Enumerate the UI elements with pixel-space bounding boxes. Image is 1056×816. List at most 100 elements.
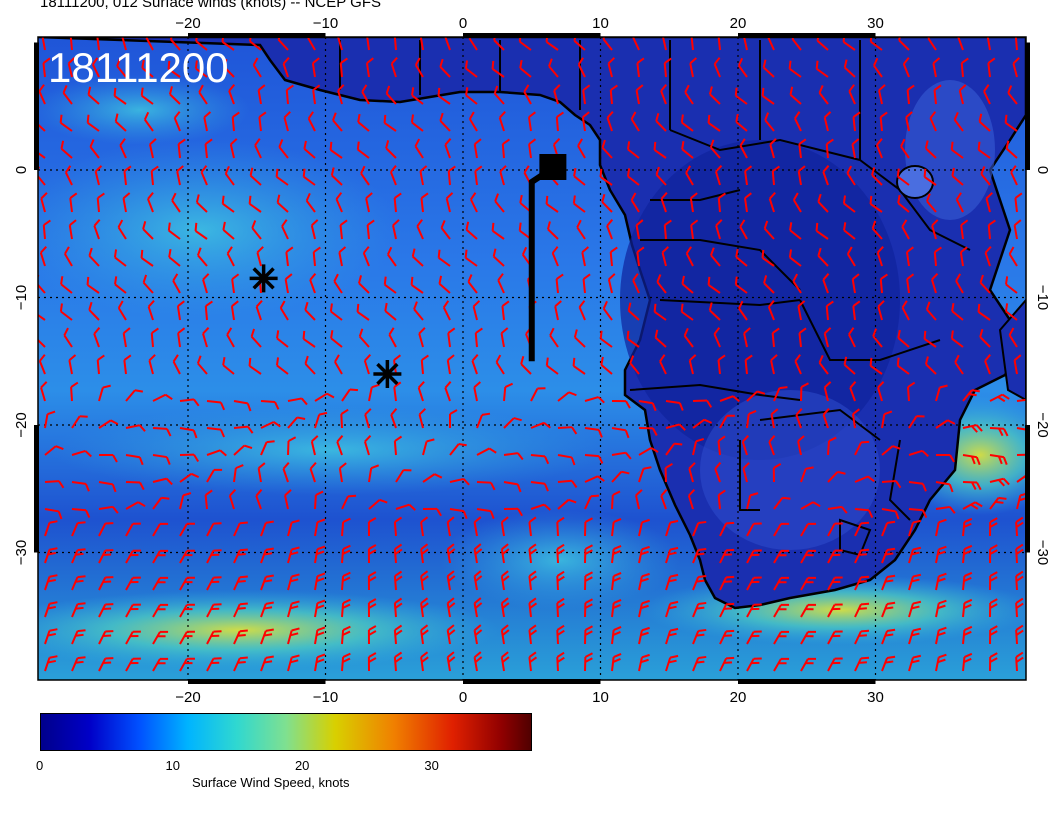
wind-barb xyxy=(528,570,538,591)
wind-barb xyxy=(800,522,817,537)
wind-barb xyxy=(572,357,586,375)
wind-barb xyxy=(257,84,266,105)
wind-barb xyxy=(341,571,351,591)
wind-barb xyxy=(473,381,482,402)
wind-barb xyxy=(528,516,537,537)
wind-barb xyxy=(503,452,524,461)
wind-barb xyxy=(935,599,947,618)
wind-barb xyxy=(332,112,343,132)
wind-barb xyxy=(500,516,509,537)
wind-barb xyxy=(638,545,650,564)
wind-barb xyxy=(39,246,48,267)
wind-barb xyxy=(577,57,586,78)
wind-barb xyxy=(878,84,886,105)
wind-barb xyxy=(951,167,964,186)
wind-barb xyxy=(282,57,290,78)
wind-barb xyxy=(901,300,910,321)
lon-label-bottom: 10 xyxy=(592,689,609,706)
wind-barb xyxy=(341,625,351,645)
wind-barb xyxy=(875,138,883,159)
colorbar-tick-label: 10 xyxy=(165,758,180,773)
lat-label-right: −10 xyxy=(1034,285,1051,310)
wind-barb xyxy=(665,546,679,564)
wind-barb xyxy=(800,630,817,645)
wind-barb xyxy=(179,576,195,591)
wind-barb xyxy=(98,657,114,672)
wind-barb xyxy=(335,192,343,213)
wind-barb xyxy=(746,390,766,402)
wind-barb xyxy=(420,192,429,213)
wind-barb xyxy=(815,60,829,78)
wind-barb xyxy=(742,462,750,483)
axis-bar-bottom xyxy=(463,679,601,684)
wind-barb xyxy=(195,194,208,213)
wind-barb xyxy=(68,354,77,375)
wind-barb xyxy=(557,426,578,435)
wind-barb xyxy=(584,625,593,645)
wind-barb xyxy=(329,303,343,321)
wind-barb xyxy=(142,274,154,294)
wind-barb xyxy=(530,421,551,429)
wind-barb xyxy=(414,138,424,159)
wind-barb xyxy=(229,138,238,159)
wind-barb xyxy=(683,327,694,348)
wind-barb xyxy=(224,165,235,186)
wind-barb xyxy=(664,462,673,483)
wind-barb xyxy=(444,37,452,51)
wind-barb xyxy=(761,87,775,105)
wind-barb xyxy=(852,111,861,132)
wind-barb xyxy=(573,37,586,51)
wind-barb xyxy=(848,327,856,348)
wind-barb xyxy=(1013,219,1022,240)
wind-barb xyxy=(341,544,351,564)
wind-barb xyxy=(665,600,679,618)
wind-barb xyxy=(60,140,73,159)
wind-barb xyxy=(607,273,616,294)
wind-barb xyxy=(98,522,114,537)
wind-barb xyxy=(935,481,954,493)
wind-barb xyxy=(312,84,321,105)
wind-barb xyxy=(140,87,154,105)
wind-barb xyxy=(446,570,456,591)
wind-barb xyxy=(356,303,370,321)
wind-barb xyxy=(1014,37,1018,51)
wind-barb xyxy=(179,657,195,672)
lon-label-bottom: −20 xyxy=(175,689,200,706)
wind-barb xyxy=(476,412,491,429)
wind-barb xyxy=(168,248,181,267)
wind-barb xyxy=(601,193,613,213)
wind-barb xyxy=(152,657,169,672)
wind-barb xyxy=(1008,327,1018,348)
wind-barb xyxy=(204,489,213,510)
wind-barb xyxy=(98,576,114,591)
wind-barb xyxy=(773,630,790,645)
wind-barb xyxy=(815,222,829,240)
wind-barb xyxy=(117,300,127,321)
axis-bar-left xyxy=(34,425,39,553)
wind-barb xyxy=(846,165,856,186)
wind-barb xyxy=(71,449,92,458)
wind-barb xyxy=(632,273,640,294)
wind-barb xyxy=(611,451,632,460)
wind-barb xyxy=(746,603,762,618)
wind-barb xyxy=(393,37,397,51)
wind-barb xyxy=(88,247,100,267)
wind-barb xyxy=(422,507,442,517)
wind-barb xyxy=(392,219,400,240)
wind-barb xyxy=(908,600,922,618)
wind-barb xyxy=(98,603,114,618)
wind-barb xyxy=(584,598,593,618)
wind-barb xyxy=(260,655,274,672)
wind-barb xyxy=(473,543,483,564)
wind-barb xyxy=(873,57,883,78)
wind-barb xyxy=(302,330,316,348)
wind-barb xyxy=(851,138,860,159)
wind-barb xyxy=(714,462,722,483)
wind-barb xyxy=(44,601,58,618)
wind-barb xyxy=(202,327,210,348)
wind-barb xyxy=(989,393,1010,403)
wind-barb xyxy=(341,598,351,618)
axis-bar-right xyxy=(1025,425,1030,553)
wind-barb xyxy=(390,57,398,78)
wind-barb xyxy=(825,300,834,321)
